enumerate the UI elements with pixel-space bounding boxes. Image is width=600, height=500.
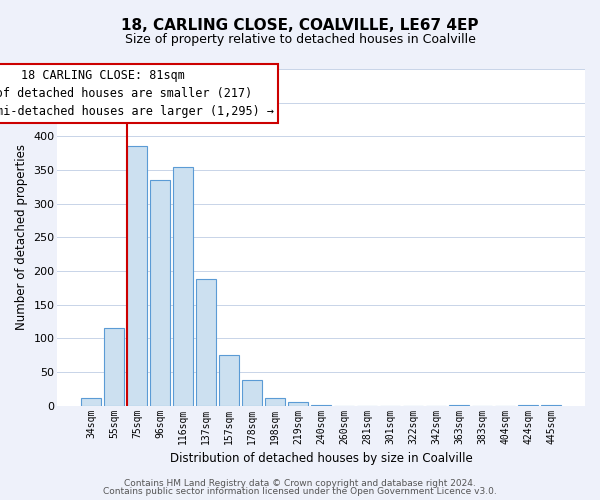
Bar	[127, 146, 147, 406]
Bar	[151, 180, 170, 406]
Text: Size of property relative to detached houses in Coalville: Size of property relative to detached ho…	[125, 32, 475, 46]
Bar	[196, 279, 216, 406]
Text: 18, CARLING CLOSE, COALVILLE, LE67 4EP: 18, CARLING CLOSE, COALVILLE, LE67 4EP	[121, 18, 479, 32]
Bar	[104, 328, 124, 406]
Bar	[265, 398, 285, 406]
Text: Contains public sector information licensed under the Open Government Licence v3: Contains public sector information licen…	[103, 487, 497, 496]
Bar	[173, 166, 193, 406]
Bar	[518, 405, 538, 406]
Bar	[220, 355, 239, 406]
X-axis label: Distribution of detached houses by size in Coalville: Distribution of detached houses by size …	[170, 452, 473, 465]
Text: Contains HM Land Registry data © Crown copyright and database right 2024.: Contains HM Land Registry data © Crown c…	[124, 478, 476, 488]
Bar	[82, 398, 101, 406]
Bar	[449, 405, 469, 406]
Bar	[289, 402, 308, 406]
Bar	[242, 380, 262, 406]
Text: 18 CARLING CLOSE: 81sqm
← 14% of detached houses are smaller (217)
86% of semi-d: 18 CARLING CLOSE: 81sqm ← 14% of detache…	[0, 69, 274, 118]
Bar	[311, 405, 331, 406]
Bar	[541, 405, 561, 406]
Y-axis label: Number of detached properties: Number of detached properties	[15, 144, 28, 330]
